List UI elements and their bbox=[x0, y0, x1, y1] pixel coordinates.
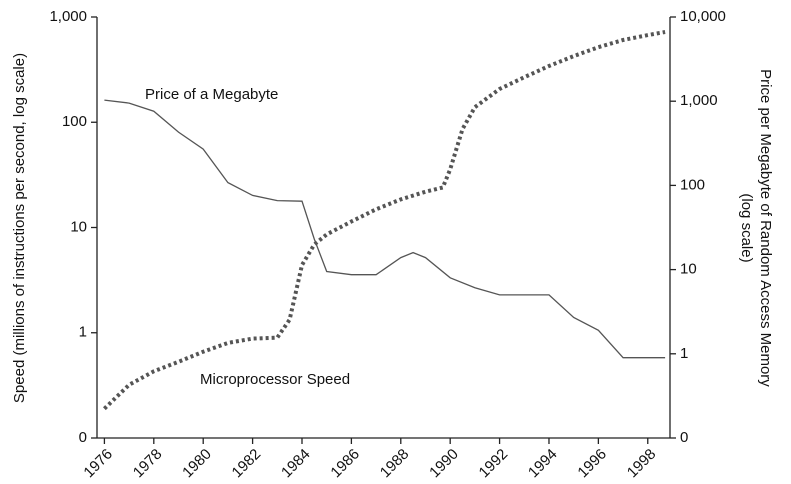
y-tick-label: 1 bbox=[79, 324, 87, 341]
annotation: Price of a Megabyte bbox=[145, 86, 278, 103]
y2-axis-label: Price per Megabyte of Random Access Memo… bbox=[757, 69, 774, 387]
x-tick-label: 1984 bbox=[278, 446, 314, 482]
y-axis-label: Speed (millions of instructions per seco… bbox=[11, 53, 28, 403]
x-tick-label: 1978 bbox=[130, 446, 166, 482]
x-tick-label: 1992 bbox=[476, 446, 512, 482]
x-tick-label: 1980 bbox=[179, 446, 215, 482]
y2-tick-label: 1 bbox=[680, 345, 688, 362]
x-tick-label: 1988 bbox=[377, 446, 413, 482]
series-line bbox=[104, 99, 666, 359]
y-tick-label: 100 bbox=[62, 113, 87, 130]
series-line bbox=[103, 30, 666, 411]
y-tick-label: 0 bbox=[79, 429, 87, 446]
annotation: Microprocessor Speed bbox=[200, 371, 350, 388]
y-tick-label: 1,000 bbox=[49, 8, 87, 25]
y2-tick-label: 1,000 bbox=[680, 92, 718, 109]
x-tick-label: 1996 bbox=[574, 446, 610, 482]
y2-axis-label: (log scale) bbox=[738, 193, 755, 262]
x-tick-label: 1990 bbox=[426, 446, 462, 482]
y2-tick-label: 10,000 bbox=[680, 8, 726, 25]
y2-tick-label: 10 bbox=[680, 261, 697, 278]
x-tick-label: 1994 bbox=[525, 446, 561, 482]
y2-tick-label: 100 bbox=[680, 176, 705, 193]
x-tick-label: 1982 bbox=[229, 446, 265, 482]
y-tick-label: 10 bbox=[70, 218, 87, 235]
x-tick-label: 1998 bbox=[624, 446, 660, 482]
y2-tick-label: 0 bbox=[680, 429, 688, 446]
x-tick-label: 1986 bbox=[327, 446, 363, 482]
x-tick-label: 1976 bbox=[80, 446, 116, 482]
